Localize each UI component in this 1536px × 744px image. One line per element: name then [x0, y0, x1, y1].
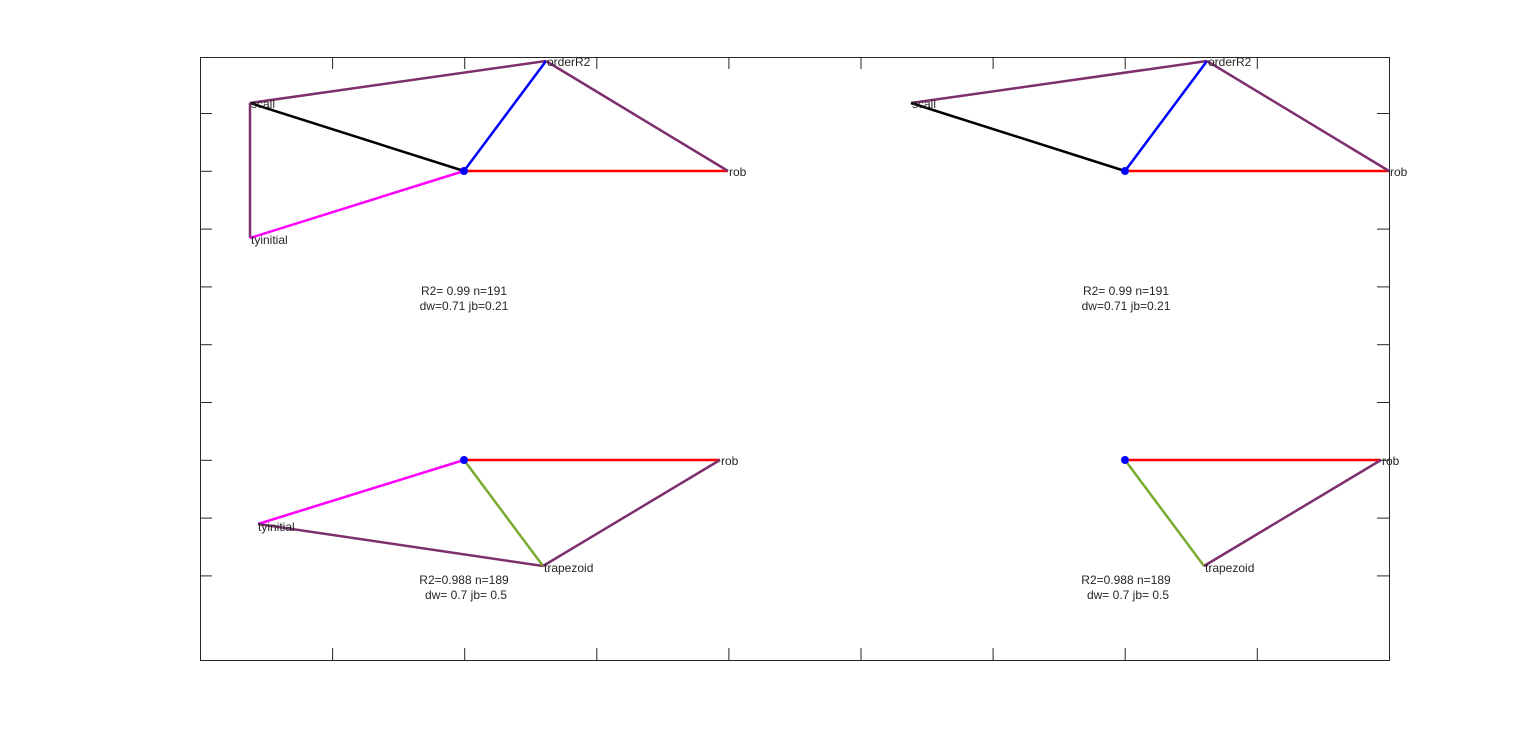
stats-line-2: dw= 0.7 jb= 0.5 [1087, 588, 1169, 602]
edge-purple [257, 522, 544, 568]
node-label-rob: rob [729, 165, 747, 179]
edge-blue [1123, 60, 1209, 172]
edge-purple [545, 59, 729, 173]
edge-purple [1206, 59, 1390, 173]
fit-statistics: R2= 0.99 n=191 dw=0.71 jb=0.21 R2= 0.99 … [419, 284, 1171, 602]
center-markers [460, 167, 1129, 464]
stats-line-2: dw=0.71 jb=0.21 [1082, 299, 1171, 313]
center-node-marker [1121, 456, 1129, 464]
node-label-rob: rob [1382, 454, 1400, 468]
edge-green [1123, 459, 1206, 567]
stats-line-1: R2=0.988 n=189 [419, 573, 509, 587]
node-label-rob: rob [1390, 165, 1408, 179]
edge-black [249, 101, 465, 173]
stats-line-1: R2= 0.99 n=191 [421, 284, 507, 298]
node-label-trapezoid: trapezoid [1205, 561, 1254, 575]
center-node-marker [460, 456, 468, 464]
edge-purple [1203, 458, 1382, 568]
node-label-trapezoid: trapezoid [544, 561, 593, 575]
edge-purple [542, 458, 721, 568]
node-label-orderR2: orderR2 [1208, 55, 1252, 69]
stats-line-1: R2= 0.99 n=191 [1083, 284, 1169, 298]
edge-magenta [257, 458, 465, 526]
edge-black [910, 101, 1126, 173]
edge-purple [249, 59, 547, 105]
stats-line-2: dw= 0.7 jb= 0.5 [425, 588, 507, 602]
stats-line-1: R2=0.988 n=189 [1081, 573, 1171, 587]
node-label-rob: rob [721, 454, 739, 468]
axis-ticks [200, 57, 1389, 660]
node-label-scall: scall [912, 97, 936, 111]
edges [248, 59, 1390, 568]
edge-green [462, 459, 545, 567]
edge-magenta [249, 169, 465, 240]
node-label-scall: scall [251, 97, 275, 111]
stats-line-2: dw=0.71 jb=0.21 [420, 299, 509, 313]
center-node-marker [460, 167, 468, 175]
node-label-orderR2: orderR2 [547, 55, 591, 69]
edge-blue [462, 60, 548, 172]
node-label-tyinitial: tyinitial [251, 233, 288, 247]
axes-box [200, 57, 1390, 661]
node-label-tyinitial: tyinitial [258, 520, 295, 534]
center-node-marker [1121, 167, 1129, 175]
edge-purple [910, 59, 1208, 105]
node-labels: scall orderR2 rob tyinitial scall orderR… [251, 55, 1408, 575]
